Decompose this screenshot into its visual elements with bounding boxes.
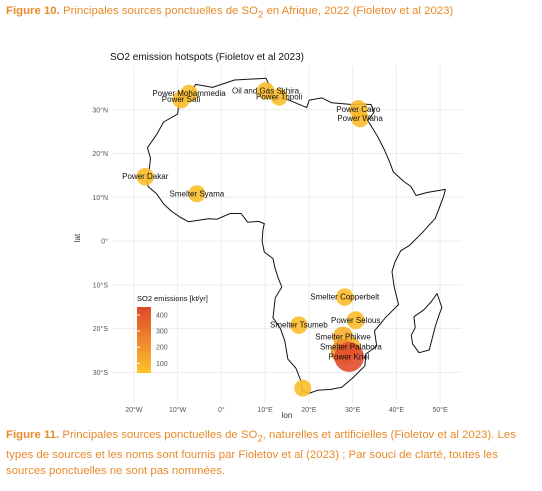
x-tick-label: 20°E [301,406,317,414]
figure-11-prefix: Figure 11. [6,429,60,441]
hotspot-label: Power Mohammedia [152,89,226,98]
legend-tick-label: 200 [156,345,168,352]
hotspot-label: Smelter Copperbelt [310,293,380,302]
hotspot-marker [136,167,155,186]
figure-10-subscript: 2 [258,9,264,21]
hotspot-label: Oil and Gas Skhira [232,86,300,95]
figure-11-text-a: Principales sources ponctuelles de SO [59,429,258,441]
hotspot-points [136,82,369,397]
legend-ticks: 400 300 200 100 [137,313,168,368]
x-axis-ticks: 20°W 10°W 0° 10°E 20°E 30°E 40°E 50°E [125,406,448,414]
hotspot-label: Power Cairo [336,105,381,114]
figure-10-prefix: Figure 10. [6,5,60,17]
y-tick-label: 20°N [92,150,108,158]
hotspot-marker [172,90,190,109]
x-tick-label: 0° [218,406,225,414]
x-tick-label: 20°W [125,406,143,414]
hotspot-label: Power Safi [162,95,201,104]
x-tick-label: 50°E [432,406,448,414]
y-tick-label: 30°N [92,106,108,114]
hotspot-marker [270,88,288,106]
x-tick-label: 10°W [169,406,187,414]
map-title: SO2 emission hotspots (Fioletov et al 20… [110,52,304,63]
figure-10-caption: Figure 10. Principales sources ponctuell… [6,3,536,23]
figure-10-text-a: Principales sources ponctuelles de SO [59,5,258,17]
hotspot-label: Smelter Phikwe [315,332,371,341]
x-tick-label: 40°E [389,406,405,414]
hotspot-label: Smelter Tsumeb [270,321,328,330]
hotspot-label: Power Waha [337,114,383,123]
legend-tick-label: 300 [156,329,168,336]
y-tick-label: 0° [101,238,108,246]
figure-11-caption: Figure 11. Principales sources ponctuell… [6,427,538,479]
figure-11-text-b: , naturelles et artificielles (Fioletov … [6,429,516,478]
y-axis-ticks: 30°N 20°N 10°N 0° 10°S 20°S 30°S [92,106,108,377]
x-tick-label: 10°E [257,406,273,414]
figure-11-subscript: 2 [257,433,263,445]
legend-title: SO2 emissions [kt/yr] [137,294,208,303]
hotspot-marker [256,82,275,100]
y-tick-label: 30°S [93,369,109,377]
hotspot-marker [294,379,312,397]
hotspot-marker [346,311,365,330]
hotspot-marker [188,185,206,203]
x-tick-label: 30°E [345,406,361,414]
hotspot-label: Power Dakar [122,172,169,181]
y-tick-label: 10°S [93,281,109,289]
hotspot-marker [290,316,308,334]
figure-10-text-b: en Afrique, 2022 (Fioletov et al 2023) [263,5,454,17]
emissions-legend: SO2 emissions [kt/yr] 400 300 200 100 [137,294,208,373]
hotspot-label: Smelter Syama [170,189,225,198]
hotspot-label: Power Selous [331,316,380,325]
africa-coastline [145,77,446,394]
hotspot-label: Power Tripoli [256,93,302,102]
x-axis-title: lon [282,411,293,420]
y-tick-label: 20°S [93,325,109,333]
hotspot-label: Smelter Palabora [320,342,382,351]
y-axis-title: lat [73,233,82,242]
madagascar-coastline [410,293,443,354]
hotspot-label: Power Kriel [329,353,370,362]
y-tick-label: 10°N [92,194,108,202]
hotspot-marker [349,100,368,119]
hotspot-marker [335,288,354,306]
legend-tick-label: 100 [156,361,168,368]
legend-colorbar [137,307,151,373]
legend-tick-label: 400 [156,313,168,320]
hotspot-marker [334,342,364,372]
